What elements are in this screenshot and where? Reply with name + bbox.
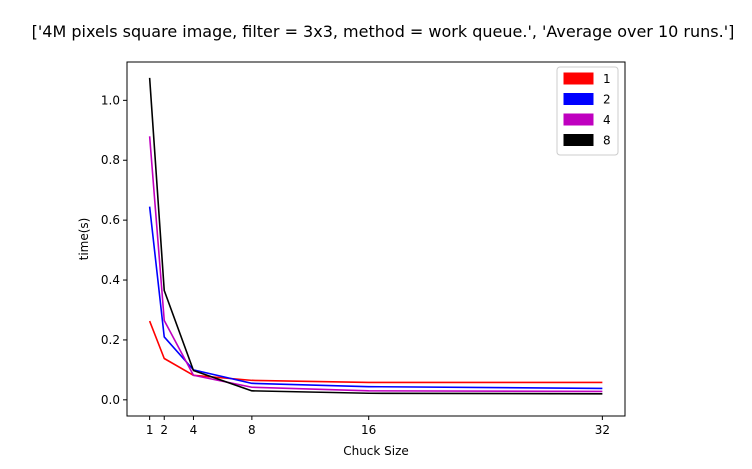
legend-swatch-8 (563, 134, 594, 146)
series-line-4 (148, 136, 603, 393)
legend-swatch-2 (563, 93, 594, 105)
legend-swatch-4 (563, 113, 594, 126)
legend-items: 1 2 4 8 (563, 72, 611, 148)
x-tick-label: 1 (146, 423, 154, 437)
x-tick-label: 16 (361, 423, 376, 437)
y-tick-label: 0.2 (101, 333, 120, 347)
y-axis-label: time(s) (77, 218, 91, 261)
chart-title: ['4M pixels square image, filter = 3x3, … (32, 22, 735, 41)
x-tick-label: 8 (248, 423, 256, 437)
legend-swatch-1 (563, 72, 594, 85)
y-tick-label: 0.4 (101, 273, 120, 287)
legend-label-2: 2 (603, 93, 611, 107)
x-tick-label: 4 (190, 423, 198, 437)
series-line-1 (148, 320, 603, 384)
x-axis: 1 2 4 8 16 32 (146, 416, 610, 437)
x-tick-label: 2 (160, 423, 168, 437)
x-tick-label: 32 (595, 423, 610, 437)
legend-label-8: 8 (603, 134, 611, 148)
series-line-2 (148, 206, 603, 390)
y-tick-label: 0.6 (101, 213, 120, 227)
legend-label-1: 1 (603, 72, 611, 86)
legend-box (556, 66, 619, 156)
series-layer (148, 77, 603, 395)
y-axis: 0.0 0.2 0.4 0.6 0.8 1.0 (101, 93, 127, 407)
legend: 1 2 4 8 (556, 66, 619, 156)
y-tick-label: 0.0 (101, 393, 120, 407)
y-tick-label: 1.0 (101, 93, 120, 107)
x-axis-label: Chuck Size (343, 444, 409, 458)
legend-label-4: 4 (603, 113, 611, 127)
plot-frame (126, 61, 626, 417)
series-line-8 (148, 77, 603, 395)
y-tick-label: 0.8 (101, 153, 120, 167)
